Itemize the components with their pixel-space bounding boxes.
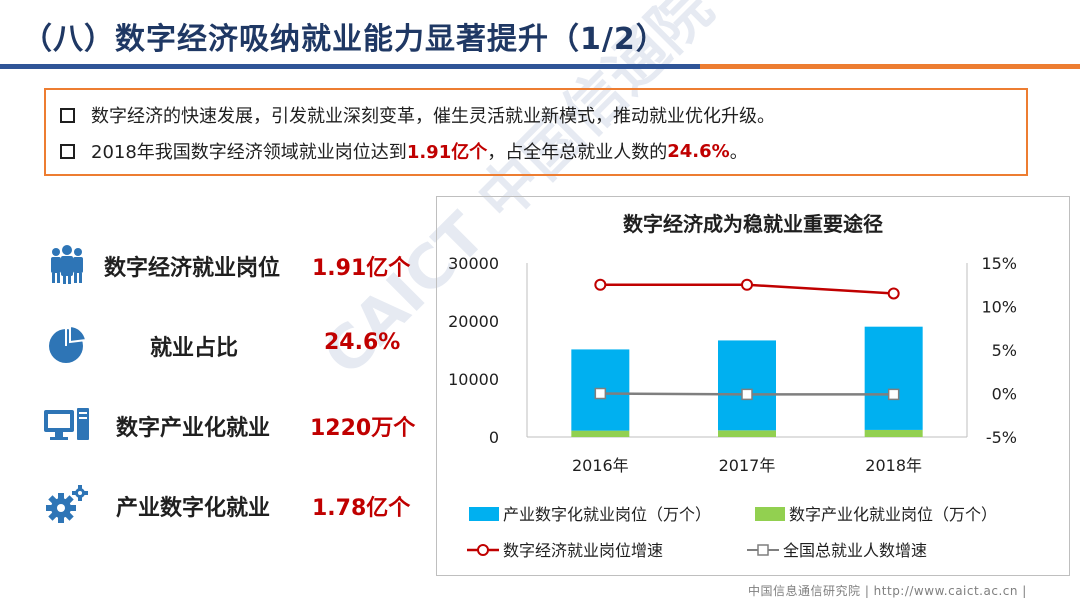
point-total-employment-growth bbox=[887, 388, 900, 401]
x-tick-label: 2018年 bbox=[865, 456, 922, 475]
bar-industrial-digitization bbox=[864, 326, 923, 430]
y-left-tick-label: 20000 bbox=[448, 312, 499, 331]
x-tick-label: 2017年 bbox=[719, 456, 776, 475]
bullet-2-highlight-share: 24.6% bbox=[667, 140, 730, 162]
y-left-tick-label: 0 bbox=[489, 428, 499, 447]
legend-marker-total-employment-growth bbox=[757, 544, 769, 556]
y-right-tick-label: -5% bbox=[986, 428, 1017, 447]
legend-label: 产业数字化就业岗位（万个） bbox=[503, 505, 711, 524]
bullet-2-highlight-jobs: 1.91亿个 bbox=[406, 142, 488, 163]
page-title: （八）数字经济吸纳就业能力显著提升（1/2） bbox=[22, 22, 667, 57]
x-tick-label: 2016年 bbox=[572, 456, 629, 475]
summary-box: 数字经济的快速发展，引发就业深刻变革，催生灵活就业新模式，推动就业优化升级。 2… bbox=[44, 88, 1028, 176]
metric-digital-industrialization: 数字产业化就业 1220万个 bbox=[44, 398, 424, 450]
metric-digital-jobs: 数字经济就业岗位 1.91亿个 bbox=[44, 238, 424, 290]
bar-digital-industrialization bbox=[718, 430, 776, 437]
computer-icon bbox=[44, 408, 89, 440]
metric-value: 1.91亿个 bbox=[312, 256, 411, 281]
chart-title: 数字经济成为稳就业重要途径 bbox=[623, 212, 883, 236]
point-digital-economy-growth bbox=[594, 278, 607, 291]
bullet-2-post: 。 bbox=[729, 142, 748, 163]
metric-value: 1220万个 bbox=[310, 416, 416, 441]
footer-text: 中国信息通信研究院 | http://www.caict.ac.cn | bbox=[748, 584, 1027, 598]
metric-value: 1.78亿个 bbox=[312, 496, 411, 521]
metric-employment-share: 就业占比 24.6% bbox=[44, 318, 424, 370]
y-right-tick-label: 15% bbox=[981, 254, 1017, 273]
pie-chart-icon bbox=[49, 324, 88, 363]
title-rule-blue bbox=[0, 64, 700, 69]
metric-value: 24.6% bbox=[324, 330, 401, 355]
legend-marker-digital-economy-growth bbox=[477, 544, 489, 556]
gears-icon bbox=[46, 485, 88, 523]
bar-digital-industrialization bbox=[571, 430, 630, 437]
y-left-tick-label: 30000 bbox=[448, 254, 499, 273]
y-left-tick-label: 10000 bbox=[448, 370, 499, 389]
legend-swatch-industrial-digitization bbox=[469, 507, 499, 521]
legend-swatch-digital-industrialization bbox=[755, 507, 785, 521]
point-total-employment-growth bbox=[594, 387, 607, 400]
legend-label: 全国总就业人数增速 bbox=[783, 541, 927, 560]
square-bullet-icon bbox=[60, 143, 75, 159]
legend-label: 数字经济就业岗位增速 bbox=[503, 541, 663, 560]
bullet-2-mid: ，占全年总就业人数的 bbox=[487, 142, 668, 163]
y-right-tick-label: 0% bbox=[992, 385, 1017, 404]
y-right-tick-label: 5% bbox=[992, 341, 1017, 360]
metric-label: 数字经济就业岗位 bbox=[104, 256, 281, 281]
people-group-icon bbox=[51, 245, 83, 284]
bullet-2-pre: 2018年我国数字经济领域就业岗位达到 bbox=[91, 142, 407, 163]
metric-label: 产业数字化就业 bbox=[116, 496, 271, 521]
square-bullet-icon bbox=[60, 107, 75, 123]
bullet-1-text: 数字经济的快速发展，引发就业深刻变革，催生灵活就业新模式，推动就业优化升级。 bbox=[91, 106, 775, 127]
y-right-tick-label: 10% bbox=[981, 298, 1017, 317]
combo-chart: 数字经济成为稳就业重要途径 0 10000 20000 30000 -5% 0% 5% 10% 1… bbox=[448, 212, 1017, 560]
legend-label: 数字产业化就业岗位（万个） bbox=[789, 505, 997, 524]
bullet-1: 数字经济的快速发展，引发就业深刻变革，催生灵活就业新模式，推动就业优化升级。 bbox=[60, 102, 775, 128]
point-total-employment-growth bbox=[741, 388, 753, 401]
metric-industrial-digitization: 产业数字化就业 1.78亿个 bbox=[44, 478, 424, 530]
point-digital-economy-growth bbox=[887, 287, 900, 300]
bar-industrial-digitization bbox=[718, 340, 776, 431]
metric-label: 就业占比 bbox=[150, 336, 239, 361]
metric-label: 数字产业化就业 bbox=[116, 416, 271, 441]
chart-container: 数字经济成为稳就业重要途径 0 10000 20000 30000 -5% 0% 5% 10% 1… bbox=[436, 196, 1070, 576]
bullet-2: 2018年我国数字经济领域就业岗位达到 1.91亿个 ，占全年总就业人数的 24… bbox=[60, 138, 748, 164]
point-digital-economy-growth bbox=[741, 278, 753, 291]
title-rule-orange bbox=[700, 64, 1080, 69]
bar-digital-industrialization bbox=[864, 429, 923, 437]
